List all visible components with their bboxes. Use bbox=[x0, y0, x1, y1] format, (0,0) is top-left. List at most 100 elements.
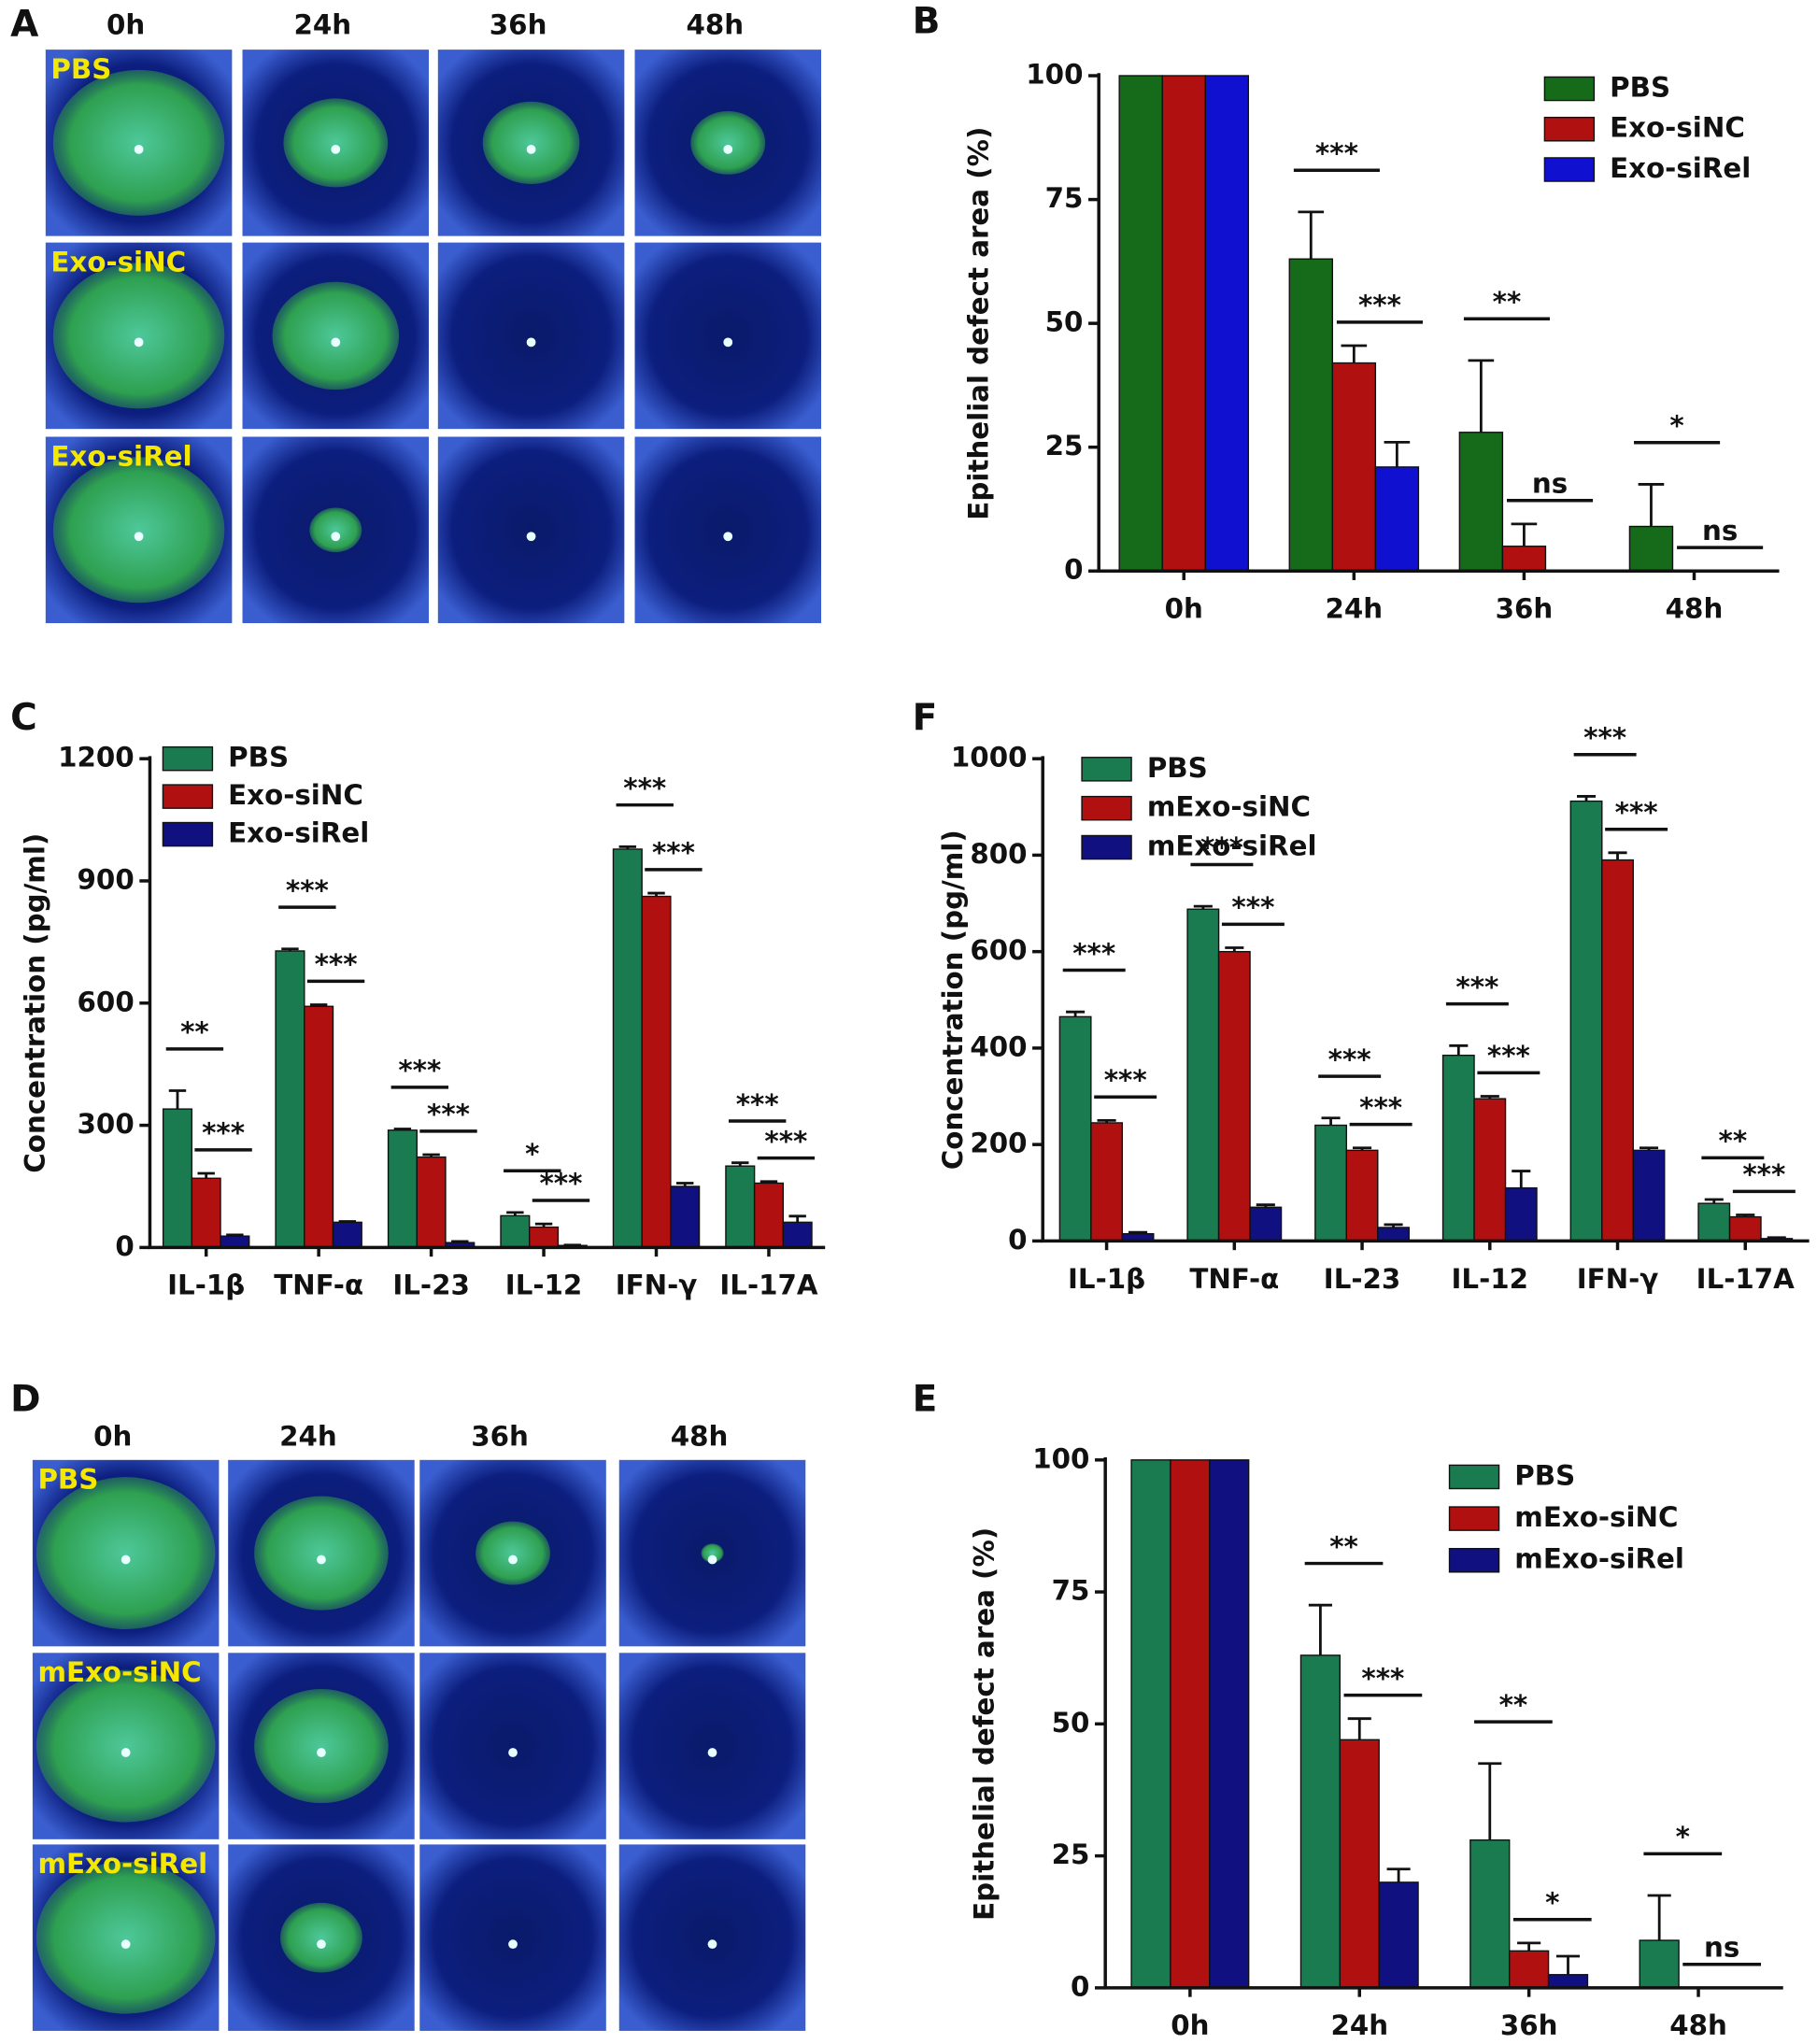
eye-photo bbox=[634, 242, 822, 430]
panel-letter: A bbox=[10, 4, 39, 46]
significance-label: *** bbox=[315, 948, 358, 980]
legend-swatch bbox=[1543, 116, 1596, 142]
error-bar bbox=[506, 1211, 524, 1216]
y-axis-title: Epithelial defect area (%) bbox=[968, 1527, 1000, 1921]
x-tick-label: IL-12 bbox=[1452, 1263, 1529, 1295]
y-tick-label: 50 bbox=[1045, 306, 1084, 338]
error-bar bbox=[1468, 359, 1495, 433]
eye-photo bbox=[618, 1653, 806, 1839]
error-bar bbox=[1555, 1954, 1581, 1975]
x-tick-label: 36h bbox=[1500, 2009, 1558, 2041]
fluorescein-stain bbox=[254, 1496, 389, 1611]
bar bbox=[1377, 1227, 1410, 1242]
legend-label: Exo-siNC bbox=[228, 779, 363, 811]
bar bbox=[1469, 1838, 1511, 1989]
y-axis-title: Concentration (pg/ml) bbox=[937, 830, 969, 1170]
bar bbox=[725, 1165, 756, 1249]
fluorescein-stain bbox=[482, 101, 580, 184]
fluorescein-stain bbox=[280, 1902, 362, 1973]
significance-label: *** bbox=[1361, 1662, 1404, 1694]
error-bar bbox=[1639, 1146, 1659, 1151]
significance-label: ** bbox=[1719, 1125, 1748, 1157]
legend-swatch bbox=[1448, 1506, 1500, 1531]
light-reflex bbox=[526, 337, 536, 348]
x-tick-label: IL-23 bbox=[1324, 1263, 1400, 1295]
light-reflex bbox=[723, 337, 733, 348]
fluorescein-stain bbox=[35, 1861, 216, 2014]
light-reflex bbox=[707, 1748, 717, 1757]
legend-swatch bbox=[1543, 157, 1596, 182]
fluorescein-stain bbox=[476, 1521, 550, 1585]
legend-label: mExo-siRel bbox=[1147, 830, 1317, 862]
y-tick-label: 200 bbox=[970, 1128, 1027, 1159]
light-reflex bbox=[331, 144, 341, 154]
error-bar bbox=[759, 1180, 778, 1184]
fluorescein-stain bbox=[690, 110, 766, 175]
error-bar bbox=[1225, 946, 1244, 952]
light-reflex bbox=[707, 1554, 717, 1565]
legend-swatch bbox=[1448, 1547, 1500, 1573]
bar bbox=[782, 1221, 813, 1249]
light-reflex bbox=[134, 144, 144, 154]
y-tick-label: 25 bbox=[1052, 1838, 1090, 1870]
axes bbox=[1041, 756, 1810, 1243]
error-bar bbox=[731, 1161, 749, 1167]
row-label: mExo-siRel bbox=[37, 1848, 207, 1880]
significance-label: *** bbox=[1742, 1158, 1785, 1190]
row-label: Exo-siNC bbox=[50, 246, 186, 277]
legend-swatch bbox=[1543, 76, 1596, 102]
bar bbox=[1217, 950, 1251, 1242]
y-tick-label: 75 bbox=[1052, 1575, 1090, 1607]
column-header: 36h bbox=[471, 1421, 529, 1453]
light-reflex bbox=[331, 532, 341, 542]
error-bar bbox=[1704, 1198, 1724, 1204]
y-tick-label: 600 bbox=[970, 934, 1027, 966]
light-reflex bbox=[317, 1939, 326, 1950]
y-tick-label: 75 bbox=[1045, 182, 1084, 214]
bar bbox=[1374, 466, 1420, 572]
significance-label: *** bbox=[1231, 891, 1274, 923]
y-tick-label: 100 bbox=[1026, 59, 1083, 91]
bar bbox=[1209, 1459, 1250, 1989]
significance-label: * bbox=[525, 1138, 539, 1170]
bar bbox=[275, 950, 305, 1249]
fluorescein-stain bbox=[272, 281, 400, 390]
y-tick-label: 25 bbox=[1045, 430, 1084, 461]
error-bar bbox=[1256, 1203, 1275, 1208]
eye-photo bbox=[437, 242, 625, 430]
x-tick-label: 24h bbox=[1326, 593, 1384, 625]
error-bar bbox=[1097, 1118, 1116, 1123]
error-bar bbox=[393, 1128, 412, 1130]
row-label: mExo-siNC bbox=[37, 1656, 201, 1688]
bar bbox=[191, 1177, 221, 1249]
bar bbox=[1441, 1054, 1475, 1242]
error-bar bbox=[618, 845, 637, 849]
bar bbox=[1314, 1124, 1348, 1242]
error-bar bbox=[1511, 522, 1538, 546]
legend-swatch bbox=[1081, 834, 1132, 860]
bar bbox=[1130, 1459, 1171, 1989]
error-bar bbox=[1638, 483, 1665, 527]
error-bar bbox=[338, 1220, 357, 1223]
x-tick-label: IL-1β bbox=[167, 1270, 245, 1301]
significance-label: * bbox=[1676, 1821, 1690, 1852]
error-bar bbox=[788, 1214, 806, 1223]
error-bar bbox=[1308, 1603, 1332, 1655]
y-tick-label: 50 bbox=[1052, 1707, 1090, 1739]
y-tick-label: 0 bbox=[1064, 554, 1083, 586]
bar bbox=[1473, 1098, 1507, 1242]
error-bar bbox=[1480, 1095, 1499, 1100]
light-reflex bbox=[526, 532, 536, 542]
significance-label: ** bbox=[1493, 286, 1522, 318]
legend-label: mExo-siRel bbox=[1514, 1543, 1684, 1575]
fluorescein-stain bbox=[701, 1543, 724, 1563]
fluorescein-stain bbox=[309, 507, 362, 553]
x-tick-label: IL-12 bbox=[505, 1270, 583, 1301]
bar bbox=[1118, 75, 1163, 572]
y-axis-title: Concentration (pg/ml) bbox=[20, 833, 51, 1173]
error-bar bbox=[1608, 851, 1627, 860]
fluorescein-stain bbox=[254, 1689, 389, 1804]
error-bar bbox=[1129, 1230, 1148, 1234]
error-bar bbox=[309, 1003, 328, 1007]
